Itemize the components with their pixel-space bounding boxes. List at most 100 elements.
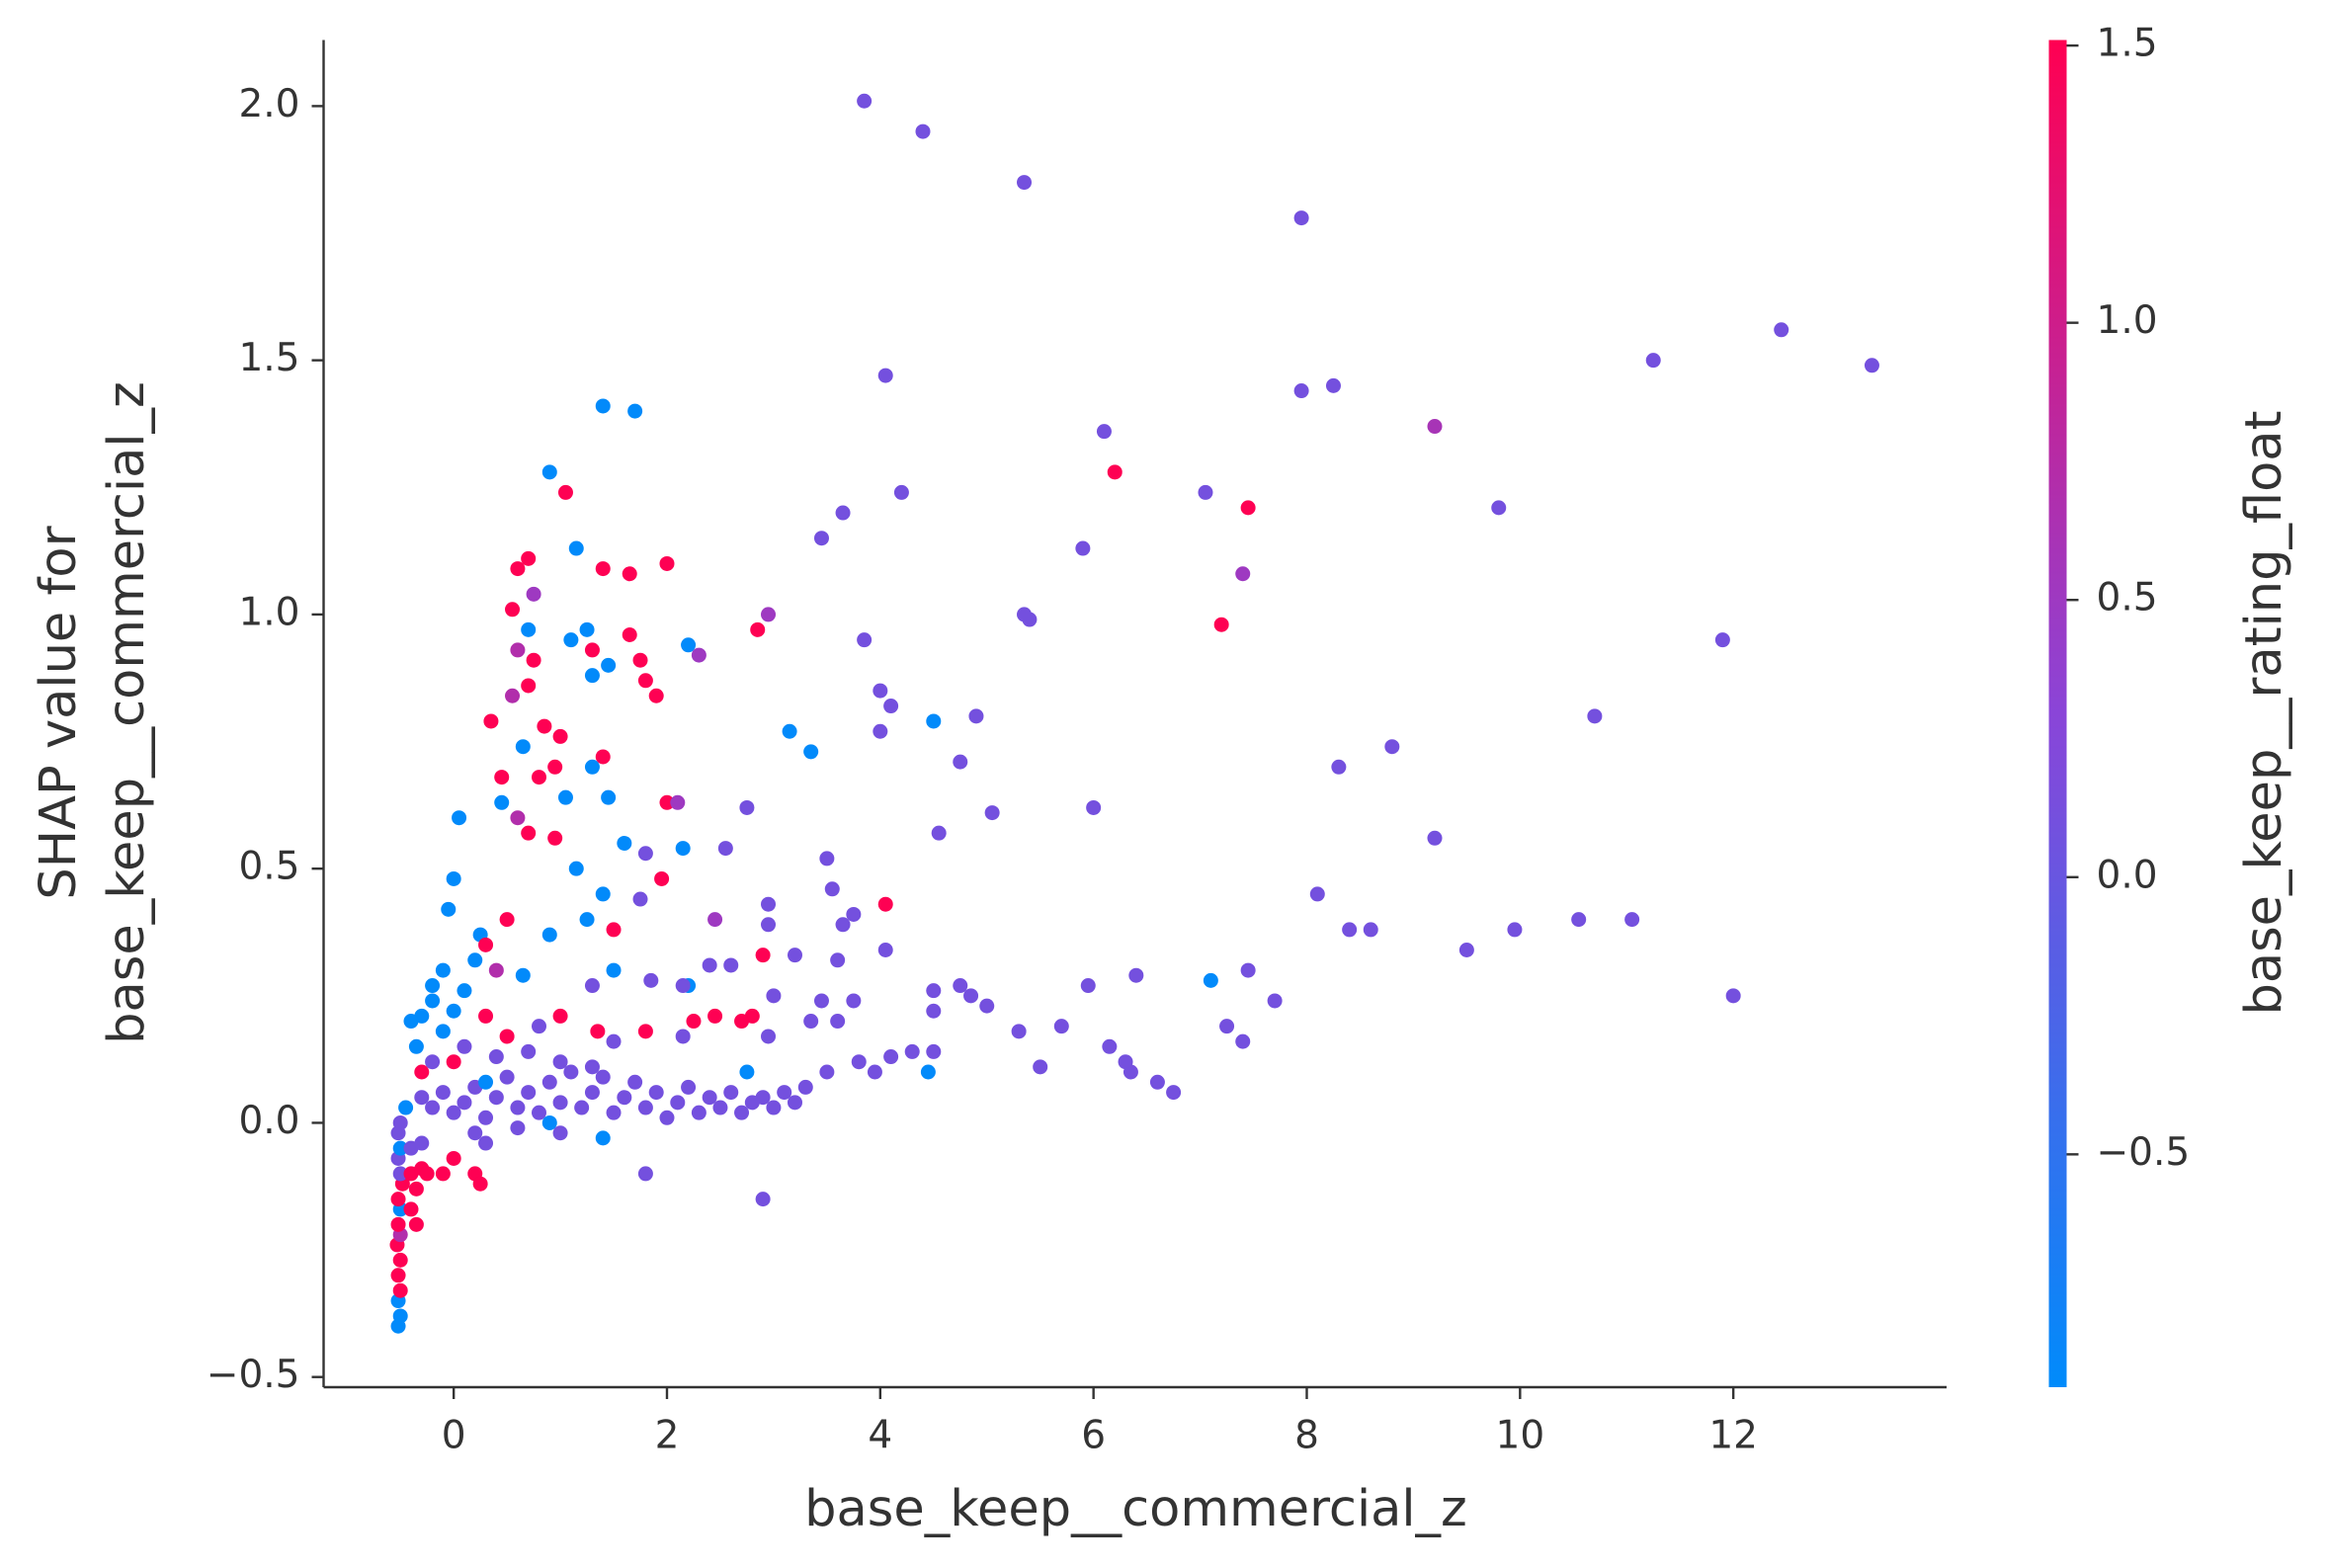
point	[1458, 943, 1474, 958]
point	[675, 841, 691, 857]
point	[926, 1003, 942, 1019]
point	[526, 586, 541, 602]
point	[547, 759, 563, 775]
point	[392, 1114, 408, 1130]
point	[595, 1130, 611, 1146]
point	[526, 652, 541, 668]
point	[494, 794, 510, 810]
point	[1102, 1038, 1118, 1054]
point	[1384, 739, 1400, 755]
point	[1075, 540, 1091, 556]
point	[552, 728, 568, 744]
y-tick-label: 1.0	[238, 590, 299, 634]
point	[654, 870, 670, 886]
point	[904, 1043, 920, 1059]
point	[877, 368, 893, 383]
point	[643, 972, 659, 988]
point	[392, 1252, 408, 1268]
point	[392, 1282, 408, 1298]
point	[1240, 962, 1256, 978]
point	[712, 1100, 728, 1115]
point	[637, 1100, 653, 1115]
point	[963, 988, 979, 1004]
point	[648, 1085, 664, 1101]
point	[1086, 799, 1102, 815]
point	[563, 632, 579, 648]
point	[830, 952, 846, 968]
point	[813, 993, 829, 1009]
point	[813, 531, 829, 546]
point	[926, 983, 942, 999]
point	[617, 1090, 632, 1106]
point	[1427, 830, 1443, 846]
point	[541, 464, 557, 480]
point	[590, 1024, 606, 1039]
point	[390, 1216, 406, 1232]
point	[557, 789, 573, 805]
point	[584, 642, 600, 658]
point	[931, 825, 947, 841]
point	[787, 948, 802, 963]
point	[446, 1003, 461, 1019]
point	[637, 673, 653, 689]
point	[702, 957, 717, 973]
point	[414, 1090, 430, 1106]
point	[979, 998, 995, 1014]
y-tick-label: 0.0	[238, 1099, 299, 1143]
point	[984, 805, 1000, 821]
point	[681, 1079, 697, 1095]
point	[953, 978, 968, 994]
point	[873, 723, 888, 739]
point	[637, 846, 653, 862]
point	[1080, 978, 1096, 994]
point	[1213, 617, 1229, 632]
point	[488, 962, 504, 978]
point	[563, 1064, 579, 1080]
point	[1017, 175, 1033, 191]
colorbar	[2048, 40, 2067, 1387]
point	[761, 917, 777, 933]
point	[873, 683, 888, 699]
point	[446, 1054, 461, 1070]
point	[446, 1150, 461, 1166]
point	[1235, 566, 1251, 582]
point	[552, 1054, 568, 1070]
point	[452, 810, 467, 826]
point	[515, 739, 531, 755]
point	[734, 1014, 750, 1030]
point	[1363, 922, 1378, 938]
point	[398, 1100, 414, 1115]
point	[1309, 886, 1325, 902]
point	[478, 1008, 494, 1024]
point	[1096, 424, 1112, 440]
point	[835, 917, 851, 933]
point	[606, 1033, 622, 1049]
point	[835, 505, 851, 521]
point	[552, 1095, 568, 1111]
point	[883, 1049, 899, 1065]
point	[1725, 988, 1741, 1004]
point	[552, 1125, 568, 1141]
point	[499, 1029, 515, 1044]
point	[893, 484, 909, 500]
point	[515, 967, 531, 983]
point	[803, 744, 819, 760]
point	[755, 1192, 771, 1207]
x-axis-label: base_keep__commercial_z	[804, 1480, 1467, 1538]
colorbar-tick-label: −0.5	[2097, 1130, 2191, 1175]
point	[541, 1074, 557, 1090]
point	[584, 668, 600, 684]
point	[467, 1125, 483, 1141]
point	[446, 870, 461, 886]
point	[857, 93, 873, 109]
point	[499, 1069, 515, 1085]
point	[920, 1064, 936, 1080]
point	[1293, 383, 1309, 399]
point	[648, 688, 664, 703]
point	[702, 1090, 717, 1106]
point	[392, 1140, 408, 1156]
point	[584, 759, 600, 775]
point	[606, 922, 622, 938]
point	[1293, 210, 1309, 226]
